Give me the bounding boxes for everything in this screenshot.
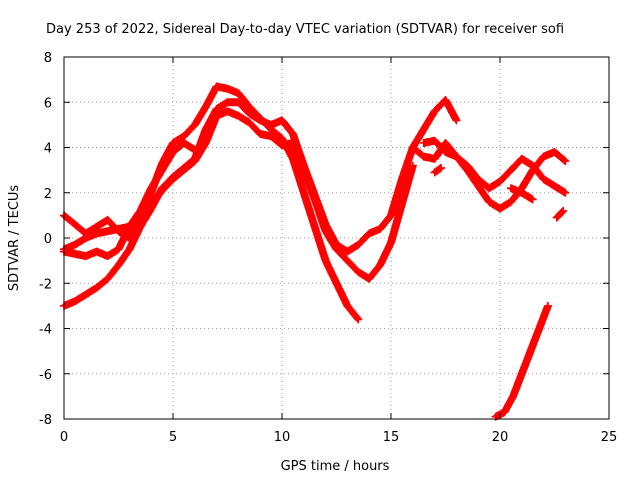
y-tick-label: 6 — [44, 96, 52, 111]
series-track-5 — [408, 139, 570, 213]
x-tick-label: 20 — [492, 430, 509, 445]
y-axis-title: SDTVAR / TECUs — [7, 185, 22, 292]
plus-markers — [419, 136, 570, 197]
plus-markers — [506, 184, 537, 204]
data-points — [60, 82, 570, 421]
series-track-9 — [552, 206, 568, 222]
plus-markers — [552, 206, 568, 222]
plus-markers — [491, 301, 552, 421]
plus-markers — [408, 139, 570, 213]
x-tick-label: 15 — [383, 430, 400, 445]
series-track-2 — [60, 107, 417, 283]
series-track-7 — [506, 184, 537, 204]
x-tick-label: 25 — [601, 430, 618, 445]
y-tick-label: -4 — [39, 323, 52, 338]
y-tick-label: 4 — [44, 142, 52, 157]
y-tick-label: 0 — [44, 232, 52, 247]
plus-markers — [60, 107, 417, 283]
plus-markers — [430, 163, 446, 177]
series-track-10 — [491, 301, 552, 421]
x-tick-label: 5 — [169, 430, 177, 445]
x-axis-title: GPS time / hours — [281, 459, 390, 474]
chart-title: Day 253 of 2022, Sidereal Day-to-day VTE… — [46, 22, 564, 37]
series-track-8 — [430, 163, 446, 177]
y-tick-label: -8 — [39, 413, 52, 428]
y-tick-label: -2 — [39, 277, 52, 292]
axis-ticks: 0 5 10 15 20 25 -8 -6 -4 -2 0 2 4 6 8 — [39, 51, 617, 445]
series-track-6 — [419, 136, 570, 197]
x-tick-label: 0 — [60, 430, 68, 445]
y-tick-label: 2 — [44, 187, 52, 202]
y-tick-label: 8 — [44, 51, 52, 66]
x-tick-label: 10 — [274, 430, 291, 445]
y-tick-label: -6 — [39, 368, 52, 383]
